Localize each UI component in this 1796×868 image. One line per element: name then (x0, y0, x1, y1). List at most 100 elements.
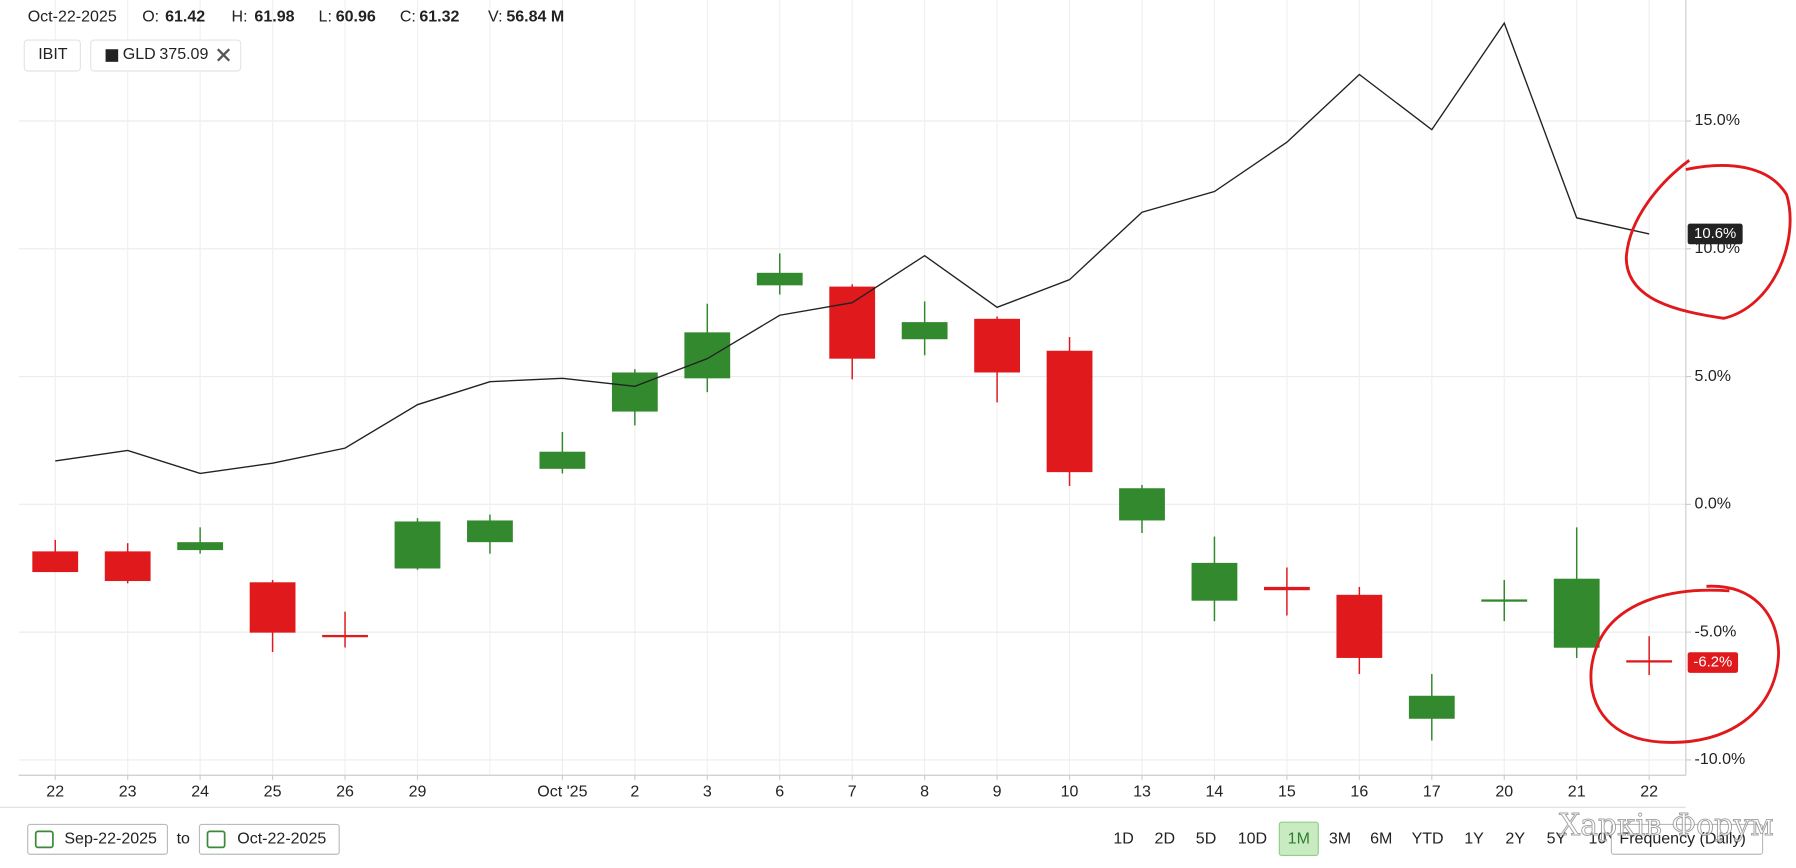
candle-body (611, 372, 658, 412)
annotation-circle (1624, 159, 1792, 320)
x-tick-label: Oct '25 (537, 783, 587, 801)
annotation-circle (1589, 584, 1781, 744)
candle-body (756, 272, 803, 286)
calendar-icon (206, 830, 226, 849)
candle-body (1046, 350, 1093, 473)
x-tick-label: 22 (1640, 783, 1658, 801)
x-tick-label: 26 (336, 783, 354, 801)
header-label: L: (319, 7, 332, 25)
range-button-active[interactable] (1278, 821, 1319, 856)
candle-body (249, 582, 296, 633)
header-value: 60.96 (336, 7, 376, 25)
candle-body (1408, 695, 1455, 719)
calendar-icon (34, 830, 54, 849)
x-tick-label: 7 (848, 783, 857, 801)
range-button[interactable]: 2D (1155, 830, 1175, 848)
x-tick-label: 20 (1495, 783, 1513, 801)
y-tick-label: 5.0% (1695, 367, 1732, 385)
watermark: Харків Форум (1559, 808, 1774, 843)
x-tick-label: 10 (1061, 783, 1079, 801)
candle-body (539, 451, 586, 469)
candle-body (1191, 562, 1238, 601)
x-tick-label: 14 (1206, 783, 1224, 801)
x-tick-label: 13 (1133, 783, 1151, 801)
candle-body (829, 286, 876, 359)
x-tick-label: 22 (46, 783, 64, 801)
range-button[interactable]: 1M (1288, 830, 1310, 848)
remove-icon[interactable] (216, 48, 231, 62)
y-tick-label: 15.0% (1695, 111, 1740, 129)
candle-body (684, 332, 731, 379)
date-to: Oct-22-2025 (237, 830, 326, 848)
x-tick-label: 3 (703, 783, 712, 801)
x-tick-label: 17 (1423, 783, 1441, 801)
last-value-badge (1687, 652, 1739, 673)
y-tick-label: 0.0% (1695, 495, 1732, 513)
candle-body (901, 322, 948, 340)
last-value-label: 10.6% (1694, 226, 1736, 242)
last-value-label: -6.2% (1693, 654, 1732, 670)
legend-value: 375.09 (159, 45, 208, 63)
candle-body (104, 551, 151, 582)
range-button[interactable]: 1D (1113, 830, 1133, 848)
grid (19, 0, 1686, 776)
candle-body (1119, 488, 1165, 521)
x-tick-label: 21 (1568, 783, 1586, 801)
x-tick-label: 29 (409, 783, 427, 801)
header-label: C: (400, 7, 416, 25)
header-date: Oct-22-2025 (28, 7, 117, 25)
candle-body (177, 542, 224, 551)
x-tick-label: 9 (993, 783, 1002, 801)
x-tick-label: 2 (630, 783, 639, 801)
x-tick-label: 15 (1278, 783, 1296, 801)
legend-chip[interactable] (90, 39, 242, 72)
x-tick-label: 6 (775, 783, 784, 801)
candle-body (974, 318, 1020, 373)
range-button[interactable]: 1Y (1464, 830, 1484, 848)
candle-body (394, 521, 441, 569)
range-button[interactable]: 5D (1196, 830, 1216, 848)
range-button[interactable]: 10Y (1589, 830, 1618, 848)
candle-body (1481, 599, 1528, 602)
header-label: V: (488, 7, 503, 25)
candle-body (1626, 660, 1673, 663)
date-input[interactable] (27, 823, 168, 855)
date-from: Sep-22-2025 (64, 830, 157, 848)
range-button[interactable]: 3M (1329, 830, 1351, 848)
candle-body (32, 551, 79, 573)
candle-body (1553, 578, 1600, 648)
header-label: H: (232, 7, 248, 25)
header-value: 56.84 M (506, 7, 564, 25)
legend-label: IBIT (38, 45, 68, 63)
header-value: 61.42 (165, 7, 205, 25)
date-input[interactable] (198, 823, 340, 855)
x-tick-label: 23 (119, 783, 137, 801)
y-tick-label: -10.0% (1695, 750, 1746, 768)
header-value: 61.98 (254, 7, 294, 25)
candle-body (322, 634, 368, 638)
legend-label: GLD (123, 45, 156, 63)
to-label: to (177, 830, 190, 848)
x-tick-label: 16 (1350, 783, 1368, 801)
range-button[interactable]: 5Y (1547, 830, 1567, 848)
frequency-select[interactable] (1610, 823, 1764, 855)
x-tick-label: 24 (191, 783, 209, 801)
range-button[interactable]: 10D (1238, 830, 1267, 848)
legend-swatch (105, 49, 119, 62)
x-tick-label: 25 (264, 783, 282, 801)
candle-body (1263, 586, 1310, 591)
last-value-badge (1687, 223, 1743, 245)
candle-body (1336, 594, 1383, 658)
line (55, 21, 1650, 475)
x-tick-label: 8 (920, 783, 929, 801)
plot (32, 21, 1673, 741)
range-button[interactable]: 6M (1370, 830, 1392, 848)
range-button[interactable]: YTD (1412, 830, 1444, 848)
range-button[interactable]: 2Y (1505, 830, 1525, 848)
header-value: 61.32 (419, 7, 459, 25)
legend-chip[interactable] (23, 39, 81, 72)
header-label: O: (142, 7, 159, 25)
frequency-label: Frequency (Daily) (1619, 830, 1745, 848)
candle-body (467, 520, 513, 543)
